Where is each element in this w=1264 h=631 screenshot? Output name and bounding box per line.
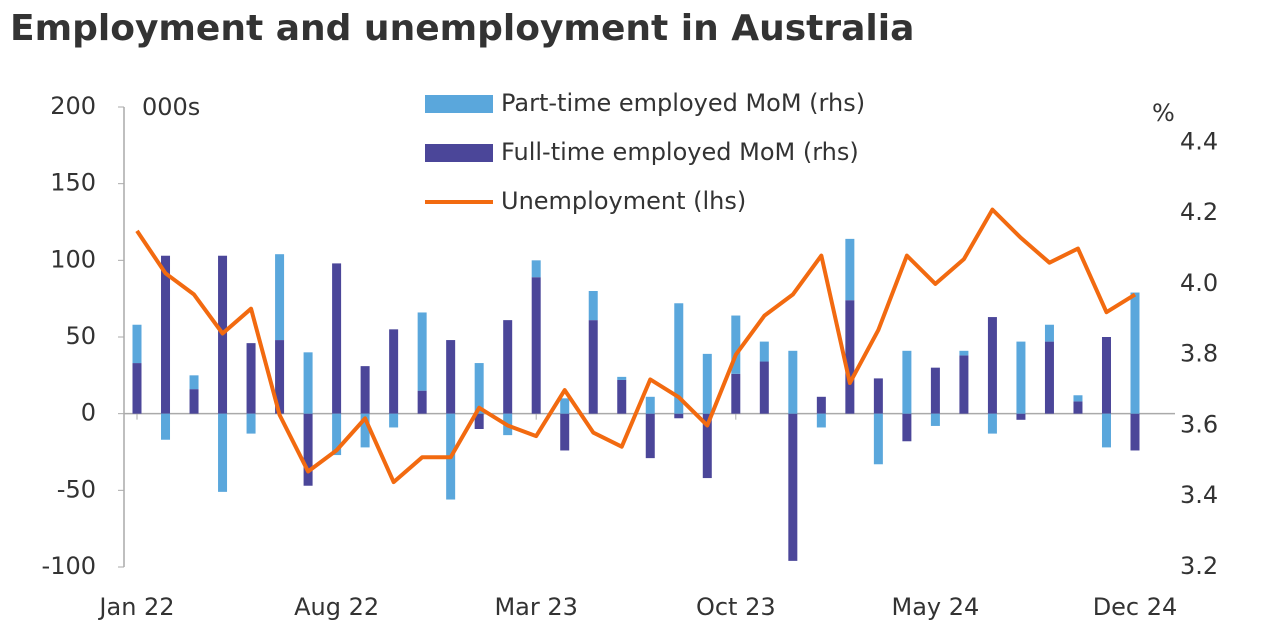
bar [360,366,370,414]
bar [275,254,285,341]
y-tick-label: 0 [81,399,96,427]
y2-tick-label: 4.2 [1180,198,1218,226]
bar [303,352,313,414]
bar [902,413,912,442]
y-tick-label: 100 [50,245,96,273]
bar [189,389,199,414]
y-tick-label: 200 [50,92,96,120]
bar [788,350,798,414]
x-tick-label: Mar 23 [494,593,577,621]
bar [645,396,655,414]
bar [873,378,883,414]
bar [531,260,541,278]
bar [816,396,826,414]
bar [218,413,228,492]
bar [702,353,712,414]
x-tick-label: May 24 [892,593,980,621]
bar [161,413,171,440]
x-tick-label: Aug 22 [294,593,379,621]
bar [417,312,427,391]
y-tick-label: 150 [50,169,96,197]
bar [246,343,256,414]
bar [389,413,399,428]
bar [987,413,997,434]
bar [560,413,570,451]
bar [759,361,769,414]
bar [1044,341,1054,414]
bar [987,317,997,414]
bar [645,413,655,459]
legend-swatch [425,144,493,162]
bar [1073,401,1083,414]
bar [1130,413,1140,451]
bar [930,413,940,426]
legend-label: Part-time employed MoM (rhs) [501,89,865,117]
bar [503,320,513,414]
bar [588,291,598,321]
y-tick-label: -100 [42,552,96,580]
x-tick-label: Dec 24 [1093,593,1178,621]
bar [731,373,741,414]
bar [132,363,142,414]
chart-title: Employment and unemployment in Australia [10,8,914,49]
bar [1101,337,1111,414]
x-tick-label: Jan 22 [97,593,174,621]
bar [246,413,256,434]
bar [332,263,342,414]
y2-unit: % [1152,99,1175,127]
bar [1016,413,1026,420]
legend-label: Unemployment (lhs) [501,187,746,215]
bar [617,376,627,380]
bar [617,379,627,414]
bar [560,398,570,414]
y2-tick-label: 4.4 [1180,127,1218,155]
y2-tick-label: 3.6 [1180,410,1218,438]
bar [588,320,598,414]
legend-label: Full-time employed MoM (rhs) [501,138,859,166]
bar [959,355,969,414]
bar [1044,324,1054,342]
bar [845,300,855,414]
bar [1016,341,1026,414]
bar [303,413,313,486]
bar [132,324,142,364]
bar [674,303,684,414]
bar [873,413,883,465]
bar [759,341,769,362]
bar [189,375,199,390]
line [135,207,1137,485]
bar [731,315,741,374]
bar [845,238,855,301]
bar [674,413,684,419]
bar [417,390,427,414]
legend-swatch [425,95,493,113]
bar [389,329,399,414]
bar [1073,395,1083,402]
bar [531,277,541,414]
bar [788,413,798,561]
bar [332,413,342,456]
y2-tick-label: 3.4 [1180,481,1218,509]
y2-tick-label: 4.0 [1180,269,1218,297]
bar [474,413,484,429]
x-tick-label: Oct 23 [696,593,776,621]
bar [816,413,826,428]
bar [930,367,940,414]
bar [474,363,484,414]
bar [959,350,969,356]
bar [1130,292,1140,414]
bar [360,413,370,448]
bar [446,340,456,414]
bar [161,255,171,414]
y-tick-label: 50 [65,322,96,350]
bar [702,413,712,479]
y2-tick-label: 3.8 [1180,340,1218,368]
y-tick-label: -50 [57,475,96,503]
bar [275,340,285,414]
y-unit: 000s [142,93,200,121]
y2-tick-label: 3.2 [1180,552,1218,580]
bar [1101,413,1111,448]
bar [902,350,912,414]
